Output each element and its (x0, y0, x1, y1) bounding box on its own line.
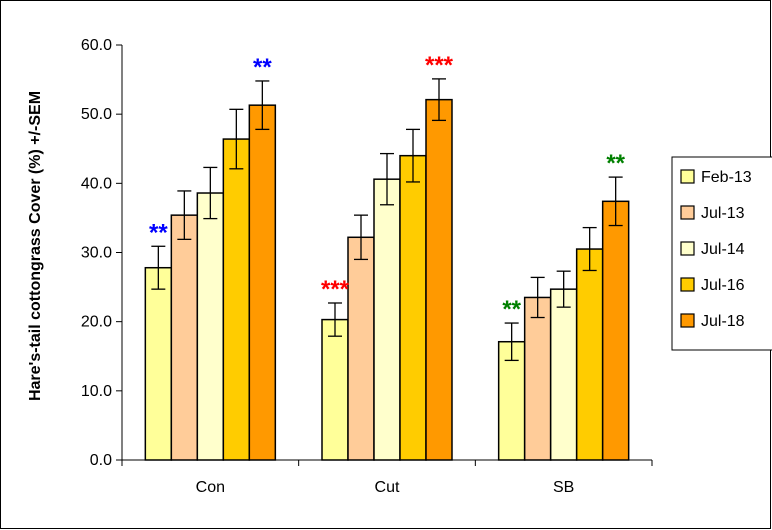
significance-label: ** (149, 219, 168, 246)
y-tick-label: 0.0 (90, 452, 112, 469)
legend: Feb-13 Jul-13 Jul-14 Jul-16 Jul-18 (671, 156, 772, 351)
legend-swatch (680, 205, 695, 220)
y-tick-label: 40.0 (81, 175, 112, 192)
legend-swatch (680, 277, 695, 292)
significance-label: *** (425, 52, 454, 79)
significance-annotations: ************** (149, 52, 626, 323)
bar (373, 178, 401, 461)
bar (425, 98, 453, 461)
bars-layer (144, 78, 630, 461)
y-tick-label: 50.0 (81, 106, 112, 123)
y-tick-label: 30.0 (81, 245, 112, 262)
bar (601, 200, 630, 461)
y-tick-label: 10.0 (81, 383, 112, 400)
legend-swatch (680, 313, 695, 328)
significance-label: ** (502, 296, 521, 323)
legend-label: Jul-18 (701, 313, 745, 330)
significance-label: *** (321, 276, 350, 303)
bar (575, 248, 604, 461)
x-category-label: Con (196, 479, 225, 496)
x-category-label: Cut (375, 479, 400, 496)
x-category-labels: Con Cut SB (121, 460, 653, 496)
x-category-label: SB (553, 479, 574, 496)
legend-label: Jul-16 (701, 277, 745, 294)
bar (248, 104, 277, 461)
bar (523, 296, 552, 461)
legend-swatch (680, 169, 695, 184)
bar (321, 318, 349, 461)
y-ticks: 0.0 10.0 20.0 30.0 40.0 50.0 60.0 (81, 37, 122, 469)
bar (196, 192, 225, 461)
bar (549, 288, 578, 461)
y-axis-title: Hare's-tail cottongrass Cover (%) +/-SEM (27, 91, 44, 401)
bar (222, 138, 251, 461)
significance-label: ** (606, 150, 625, 177)
legend-label: Jul-13 (701, 205, 745, 222)
legend-label: Feb-13 (701, 169, 752, 186)
legend-label: Jul-14 (701, 241, 745, 258)
bar (170, 214, 199, 461)
legend-swatch (680, 241, 695, 256)
bar (347, 236, 375, 461)
y-tick-label: 20.0 (81, 314, 112, 331)
significance-label: ** (253, 54, 272, 81)
bar (399, 154, 427, 461)
bar (144, 266, 173, 461)
y-tick-label: 60.0 (81, 37, 112, 54)
